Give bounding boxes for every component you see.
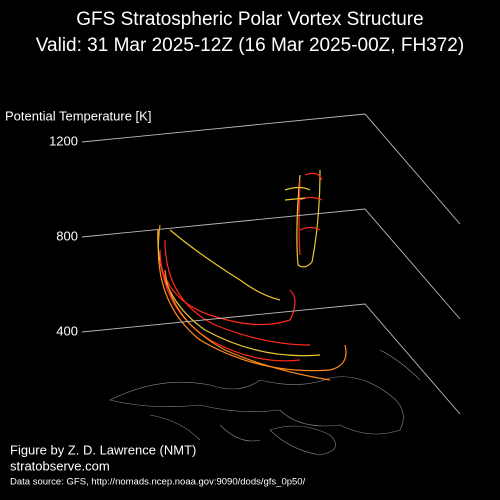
z-tick-label: 400 bbox=[56, 323, 78, 338]
coastlines bbox=[109, 349, 421, 456]
data-source: Data source: GFS, http://nomads.ncep.noa… bbox=[10, 477, 306, 488]
chart-title: GFS Stratospheric Polar Vortex Structure bbox=[76, 9, 423, 30]
grid-line bbox=[81, 208, 461, 320]
website: stratobserve.com bbox=[10, 458, 110, 473]
z-tick-label: 1200 bbox=[49, 133, 78, 148]
credit: Figure by Z. D. Lawrence (NMT) bbox=[10, 442, 196, 457]
grid-line bbox=[81, 303, 461, 415]
z-tick-label: 800 bbox=[56, 228, 78, 243]
grid-line bbox=[81, 113, 461, 225]
chart-subtitle: Valid: 31 Mar 2025-12Z (16 Mar 2025-00Z,… bbox=[36, 35, 464, 56]
z-axis-label: Potential Temperature [K] bbox=[5, 108, 151, 123]
vortex-surface bbox=[157, 169, 347, 381]
grid bbox=[81, 113, 461, 415]
